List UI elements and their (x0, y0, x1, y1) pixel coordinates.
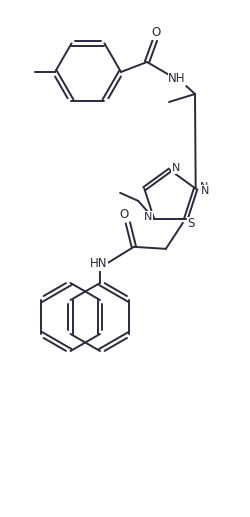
Text: N: N (171, 163, 179, 173)
Text: S: S (186, 217, 194, 231)
Text: N: N (200, 186, 208, 195)
Text: N: N (199, 181, 207, 192)
Text: O: O (119, 208, 128, 221)
Text: N: N (143, 212, 152, 222)
Text: NH: NH (168, 72, 185, 85)
Text: O: O (151, 26, 160, 39)
Text: HN: HN (90, 257, 107, 270)
